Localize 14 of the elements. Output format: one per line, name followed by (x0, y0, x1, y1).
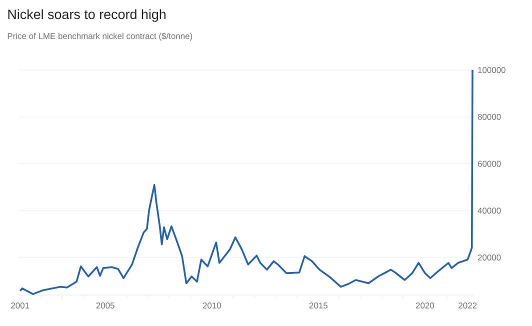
chart-title: Nickel soars to record high (8, 9, 166, 22)
chart-subtitle: Price of LME benchmark nickel contract ($/tonne) (8, 32, 192, 41)
y-tick-label: 80000 (478, 114, 501, 120)
x-tick-label: 2020 (416, 302, 434, 309)
y-tick-label: 60000 (478, 160, 501, 167)
x-tick-label: 2005 (96, 302, 114, 309)
x-tick-label: 2022 (458, 302, 477, 309)
y-tick-label: 100000 (478, 67, 506, 73)
y-tick-label: 40000 (478, 208, 501, 214)
x-tick-label: 2015 (309, 302, 328, 309)
y-tick-label: 20000 (478, 254, 501, 260)
x-tick-label: 2001 (11, 302, 30, 309)
x-tick-label: 2010 (202, 302, 221, 309)
line-series (19, 69, 474, 295)
